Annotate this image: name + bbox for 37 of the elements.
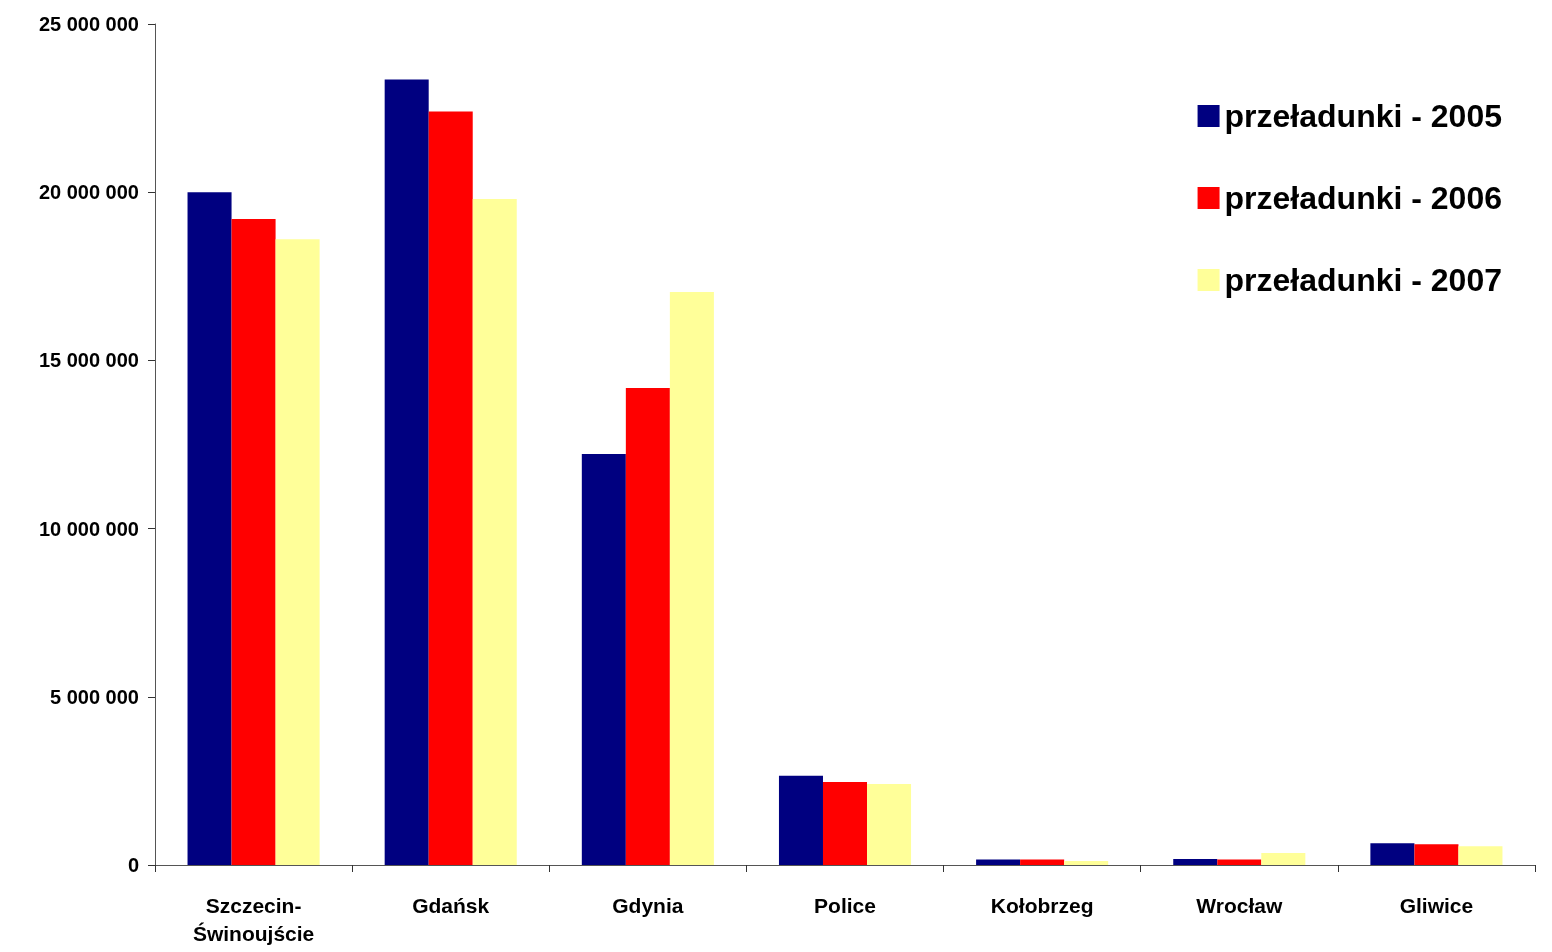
bar bbox=[187, 192, 232, 865]
y-tick-label: 15 000 000 bbox=[38, 349, 139, 372]
bar bbox=[1414, 844, 1459, 865]
bar bbox=[472, 198, 517, 865]
y-tick-label: 0 bbox=[127, 854, 139, 876]
bar bbox=[1217, 859, 1262, 865]
bar bbox=[778, 775, 823, 865]
bar bbox=[1458, 846, 1503, 865]
legend-label: przeładunki - 2006 bbox=[1224, 180, 1502, 216]
bar bbox=[1261, 852, 1306, 865]
x-tick-label: Wrocław bbox=[1196, 893, 1283, 917]
x-tick-label: Kołobrzeg bbox=[990, 893, 1094, 917]
y-tick-label: 25 000 000 bbox=[38, 13, 139, 35]
x-tick-label: Szczecin-Świnoujście bbox=[192, 893, 315, 945]
y-tick-label: 10 000 000 bbox=[38, 517, 139, 540]
x-tick-label: Gdynia bbox=[612, 893, 684, 917]
legend-label: przeładunki - 2007 bbox=[1224, 262, 1502, 298]
bar bbox=[428, 111, 473, 865]
x-tick-label: Gdańsk bbox=[412, 893, 490, 917]
legend-label: przeładunki - 2005 bbox=[1224, 98, 1502, 134]
bar bbox=[1064, 860, 1109, 865]
bar bbox=[669, 292, 714, 865]
bar bbox=[976, 859, 1021, 865]
bar bbox=[867, 783, 912, 865]
bar bbox=[231, 219, 276, 865]
bar bbox=[384, 79, 429, 865]
bar bbox=[625, 387, 670, 865]
bar bbox=[1020, 859, 1065, 865]
x-tick-label: Police bbox=[814, 893, 876, 917]
y-tick-label: 5 000 000 bbox=[50, 685, 139, 708]
bar bbox=[275, 239, 320, 865]
bar bbox=[581, 453, 626, 865]
y-tick-label: 20 000 000 bbox=[38, 181, 139, 204]
bar bbox=[1370, 843, 1415, 865]
bar bbox=[1173, 858, 1218, 865]
bar bbox=[822, 781, 868, 865]
x-tick-label: Gliwice bbox=[1399, 893, 1474, 917]
